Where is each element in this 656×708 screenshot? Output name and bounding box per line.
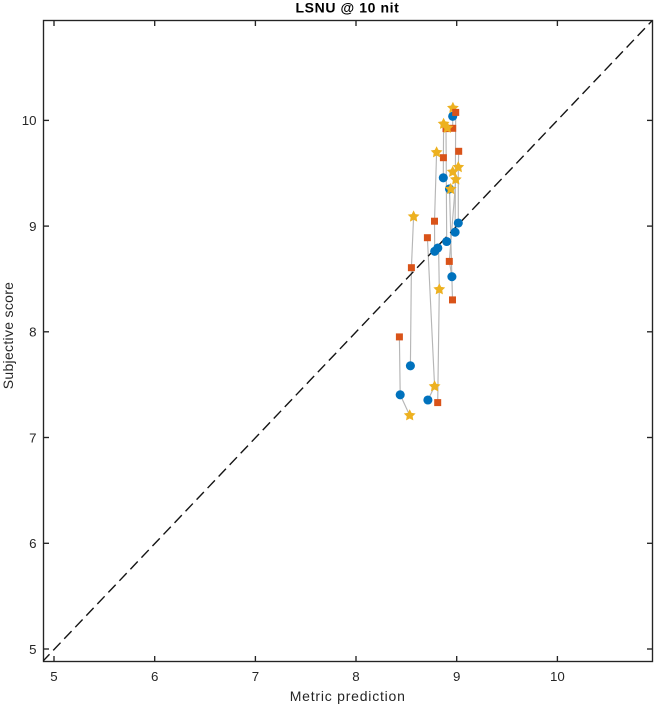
svg-text:LSNU @ 10 nit: LSNU @ 10 nit [296, 0, 400, 16]
svg-text:7: 7 [252, 669, 259, 684]
svg-text:7: 7 [29, 430, 36, 445]
svg-text:8: 8 [352, 669, 359, 684]
svg-text:9: 9 [29, 219, 36, 234]
svg-text:6: 6 [29, 536, 36, 551]
svg-text:Subjective score: Subjective score [0, 282, 16, 390]
svg-text:10: 10 [550, 669, 565, 684]
svg-text:6: 6 [151, 669, 158, 684]
svg-text:9: 9 [453, 669, 460, 684]
svg-text:5: 5 [29, 642, 36, 657]
svg-text:5: 5 [50, 669, 57, 684]
svg-text:Metric prediction: Metric prediction [290, 688, 406, 704]
svg-text:10: 10 [22, 113, 37, 128]
svg-text:8: 8 [29, 325, 36, 340]
